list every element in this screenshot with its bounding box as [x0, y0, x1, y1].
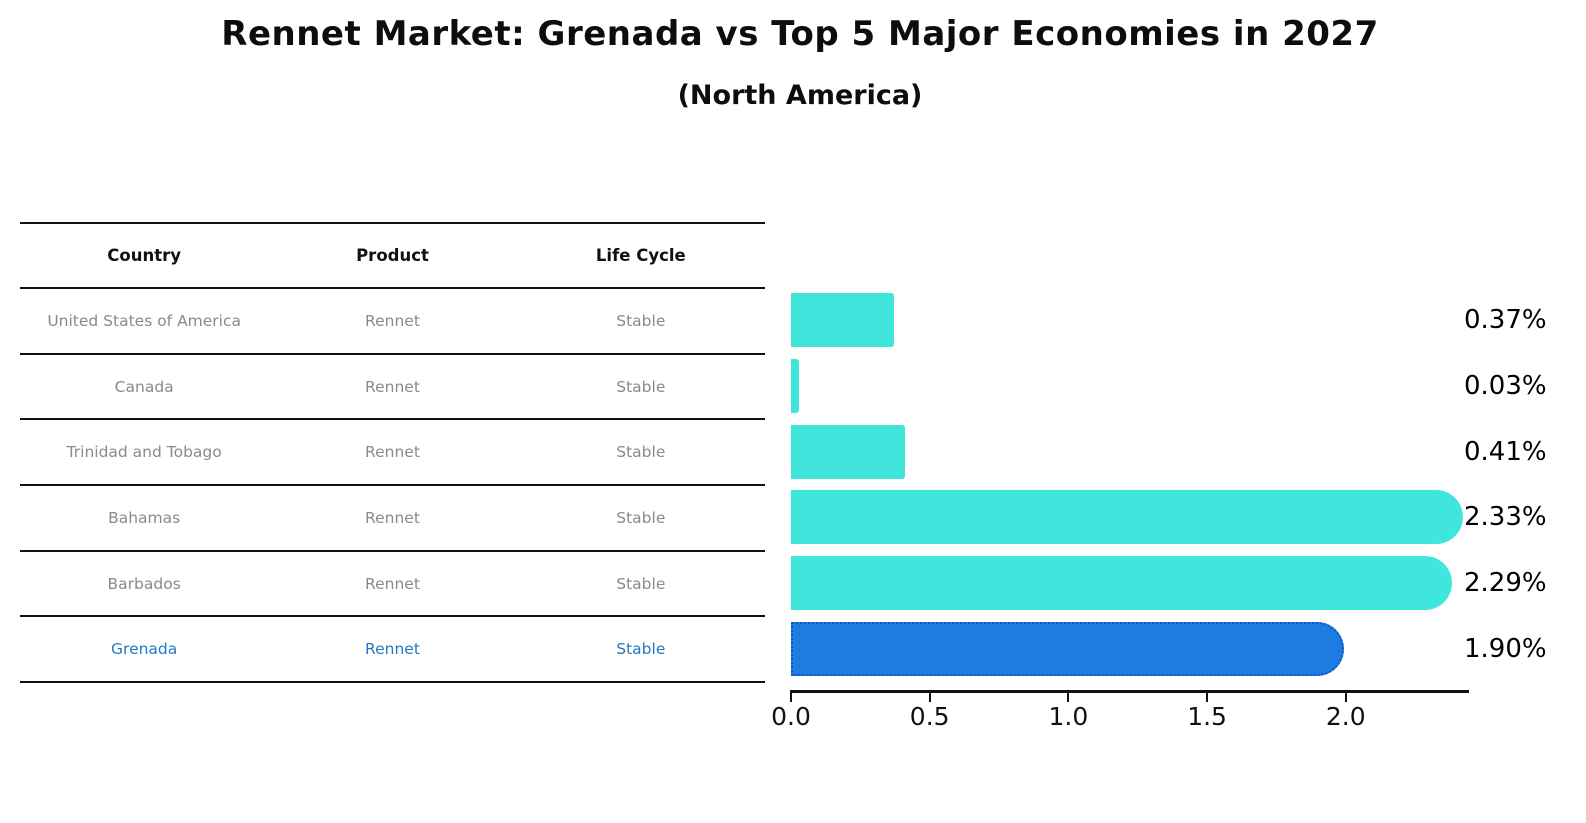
x-tick-label-1.5: 1.5 [1187, 702, 1227, 731]
bar-value-label-grenada: 1.90% [1464, 633, 1547, 664]
cell-life-cycle: Stable [616, 574, 666, 593]
table-row-trinidad-and-tobago: Trinidad and Tobago Rennet Stable [20, 420, 765, 487]
table-row-bahamas: Bahamas Rennet Stable [20, 486, 765, 552]
bar-trinidad-and-tobago [791, 424, 905, 479]
bar-grenada [791, 621, 1345, 676]
cell-product: Rennet [365, 508, 420, 527]
bar-value-label-canada: 0.03% [1464, 371, 1547, 401]
bar-value-label-trinidad-and-tobago: 0.41% [1464, 436, 1547, 467]
x-tick-mark-0.5 [928, 693, 931, 702]
x-tick-mark-1.0 [1067, 693, 1070, 702]
column-header-life-cycle: Life Cycle [595, 246, 686, 265]
cell-life-cycle: Stable [616, 508, 666, 527]
bar-canada [791, 359, 800, 413]
bar-bahamas [791, 490, 1464, 545]
cell-country: Canada [114, 377, 174, 396]
x-tick-label-1.0: 1.0 [1048, 702, 1089, 731]
cell-product: Rennet [365, 377, 420, 396]
cell-product: Rennet [365, 311, 420, 330]
x-tick-mark-1.5 [1206, 693, 1209, 702]
x-tick-mark-0.0 [790, 693, 792, 702]
cell-country: Grenada [111, 640, 178, 659]
cell-life-cycle: Stable [616, 443, 666, 462]
bar-value-label-barbados: 2.29% [1464, 568, 1547, 599]
x-tick-label-2.0: 2.0 [1325, 702, 1366, 731]
column-header-country: Country [107, 246, 182, 265]
table-row-canada: Canada Rennet Stable [20, 355, 765, 421]
x-tick-mark-2.0 [1344, 693, 1347, 702]
x-axis-line [790, 690, 1469, 693]
cell-product: Rennet [365, 443, 420, 462]
bar-value-label-bahamas: 2.33% [1464, 502, 1547, 533]
bar-barbados [791, 556, 1453, 611]
cell-country: Barbados [107, 574, 181, 593]
table-row-united-states-of-america: United States of America Rennet Stable [20, 289, 765, 355]
table-row-barbados: Barbados Rennet Stable [20, 552, 765, 618]
cell-life-cycle: Stable [616, 640, 666, 659]
table-header-row: Country Product Life Cycle [20, 222, 765, 289]
column-header-product: Product [356, 246, 429, 265]
cell-country: United States of America [47, 311, 242, 330]
cell-product: Rennet [365, 640, 420, 659]
table-row-grenada: Grenada Rennet Stable [20, 617, 765, 684]
cell-life-cycle: Stable [616, 311, 666, 330]
x-tick-label-0.5: 0.5 [909, 702, 950, 731]
cell-country: Bahamas [108, 508, 181, 527]
bar-value-label-united-states-of-america: 0.37% [1464, 305, 1547, 336]
x-tick-label-0.0: 0.0 [771, 702, 811, 731]
table-body: United States of America Rennet Stable Cana… [20, 289, 765, 684]
page-subtitle: (North America) [677, 80, 923, 111]
page-title: Rennet Market: Grenada vs Top 5 Major Ec… [221, 14, 1379, 54]
cell-life-cycle: Stable [616, 377, 666, 396]
cell-product: Rennet [365, 574, 420, 593]
bar-united-states-of-america [791, 293, 894, 348]
cell-country: Trinidad and Tobago [66, 443, 222, 462]
